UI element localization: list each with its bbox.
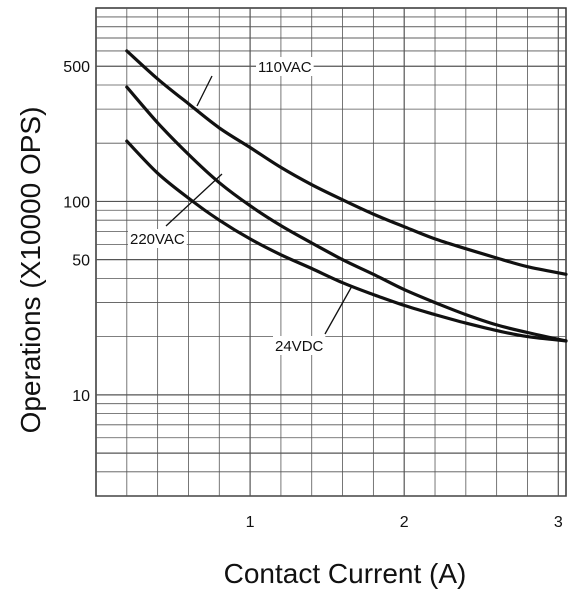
y-tick-label: 100	[63, 194, 90, 211]
series-line-110vac	[125, 49, 568, 276]
x-axis-label: Contact Current (A)	[224, 558, 467, 589]
y-tick-label: 50	[72, 253, 90, 270]
series-line-24vdc	[125, 139, 568, 343]
series-label-110vac: 110VAC	[258, 59, 312, 76]
series-lines	[125, 49, 568, 343]
y-tick-label: 500	[63, 59, 90, 76]
series-label-background	[273, 336, 326, 355]
series-label-background	[128, 229, 187, 248]
y-axis-label: Operations (X10000 OPS)	[15, 107, 46, 434]
series-label-24vdc: 24VDC	[275, 338, 324, 355]
x-tick-label: 3	[554, 514, 563, 531]
series-label-leader	[165, 173, 223, 227]
series-label-leader	[196, 75, 213, 107]
x-tick-label: 2	[400, 514, 409, 531]
x-tick-label: 1	[246, 514, 255, 531]
grid	[96, 8, 566, 497]
series-labels: 110VAC 220VAC 24VDC	[128, 57, 353, 355]
tick-labels: 1 2 3 10 50 100 500	[63, 59, 563, 531]
series-label-leader	[324, 285, 353, 335]
series-label-220vac: 220VAC	[130, 231, 185, 248]
series-line-220vac	[125, 85, 568, 343]
series-label-background	[256, 57, 314, 76]
y-tick-label: 10	[72, 388, 90, 405]
